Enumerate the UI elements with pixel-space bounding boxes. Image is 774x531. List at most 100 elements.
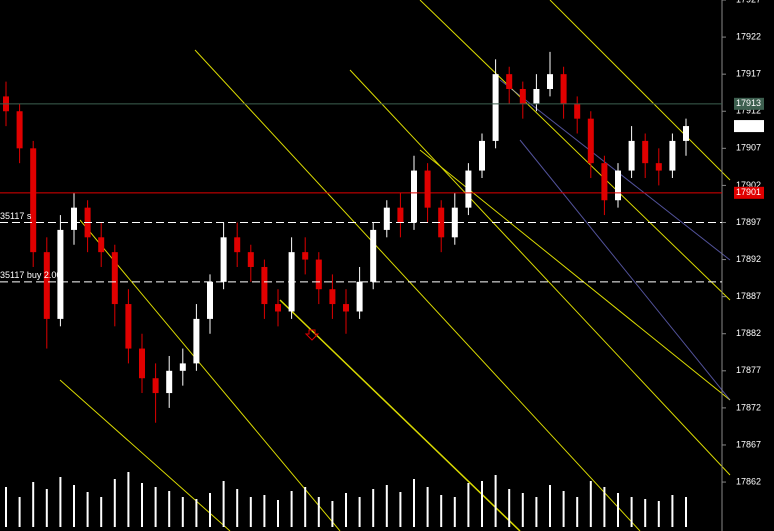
candle-body xyxy=(642,140,649,164)
y-tick-label: 17892 xyxy=(736,254,761,264)
volume-bar xyxy=(481,481,483,527)
volume-bar xyxy=(372,489,375,527)
candle-body xyxy=(383,207,390,230)
volume-bar xyxy=(181,497,184,527)
price-tag-label: 17913 xyxy=(736,98,761,108)
candle-body xyxy=(329,289,336,305)
volume-bar xyxy=(467,483,470,527)
volume-bar xyxy=(331,501,334,527)
trend-line xyxy=(79,219,341,531)
volume-bar xyxy=(589,481,592,527)
channel-lines xyxy=(499,79,731,401)
level-label: 35117 s xyxy=(0,211,32,221)
candle-body xyxy=(234,237,241,253)
trend-line xyxy=(349,69,731,476)
candle-body xyxy=(356,281,363,312)
candle-body xyxy=(315,259,322,290)
candle-body xyxy=(179,363,186,371)
candle-body xyxy=(152,378,159,394)
trend-lines xyxy=(59,0,731,531)
candle-body xyxy=(411,170,417,223)
volume-bar xyxy=(549,485,551,527)
volume-bar xyxy=(263,495,266,527)
y-tick-label: 17877 xyxy=(736,365,761,375)
volume-bar xyxy=(521,493,524,527)
candle-body xyxy=(655,163,662,171)
level-label: 35117 buy 2.00 xyxy=(0,270,61,280)
price-tag xyxy=(734,186,764,199)
volume-bar xyxy=(32,482,35,527)
volume-bar xyxy=(45,489,48,527)
candle-body xyxy=(601,163,608,201)
candle-body xyxy=(479,140,485,171)
volume-bar xyxy=(317,497,320,527)
candle-body xyxy=(669,140,676,171)
volume-bar xyxy=(18,497,21,527)
candle-body xyxy=(519,88,526,104)
candle-body xyxy=(166,370,173,394)
volume-bar xyxy=(277,500,279,527)
volume-bar xyxy=(440,495,443,527)
volume-bar xyxy=(59,477,62,527)
candle-body xyxy=(43,252,50,319)
volume-bar xyxy=(603,487,606,527)
trend-line xyxy=(279,299,521,531)
volume-bar xyxy=(671,495,674,527)
candle-body xyxy=(30,148,37,253)
candle-body xyxy=(683,126,689,141)
candle-body xyxy=(533,88,540,104)
volume-bar xyxy=(100,497,103,527)
candle-body xyxy=(193,318,200,364)
candle-body xyxy=(547,74,553,89)
trend-line xyxy=(549,0,731,181)
volume-bar xyxy=(453,497,456,527)
volume-bar xyxy=(617,493,619,527)
candle-body xyxy=(492,74,499,141)
volume-bar xyxy=(508,489,511,527)
trend-line xyxy=(59,379,231,531)
candle-body xyxy=(438,207,445,238)
volume-bar xyxy=(127,472,130,527)
y-tick-label: 17887 xyxy=(736,291,761,301)
volume-bar xyxy=(73,485,75,527)
y-tick-label: 17867 xyxy=(736,439,761,449)
y-tick-label: 17902 xyxy=(736,180,761,190)
volume-bar xyxy=(630,497,633,527)
channel-line xyxy=(499,79,731,261)
candle-body xyxy=(98,237,105,253)
channel-line xyxy=(519,139,731,401)
candle-body xyxy=(302,252,309,260)
volume-bar xyxy=(413,479,415,527)
candle-body xyxy=(560,74,567,104)
volume-bar xyxy=(576,497,579,527)
candle-body xyxy=(424,170,431,208)
volume-bar xyxy=(358,497,361,527)
volume-bar xyxy=(685,497,687,527)
candle-body xyxy=(506,74,513,89)
trend-line xyxy=(419,0,731,301)
candle-body xyxy=(125,304,132,349)
candle-body xyxy=(370,229,377,282)
price-tag xyxy=(734,120,764,133)
volume-bar xyxy=(304,487,307,527)
volume-bar xyxy=(168,491,171,527)
volume-bar xyxy=(345,493,347,527)
candle-body xyxy=(343,304,349,312)
candle-body xyxy=(111,252,118,305)
y-tick-label: 17897 xyxy=(736,217,761,227)
volume-bar xyxy=(113,479,116,527)
volume-bar xyxy=(249,497,252,527)
volume-bar xyxy=(399,492,402,527)
y-tick-label: 17882 xyxy=(736,328,761,338)
y-tick-label: 17912 xyxy=(736,106,761,116)
candle-body xyxy=(57,229,64,319)
candle-body xyxy=(465,170,472,208)
candle-body xyxy=(16,111,23,149)
candle-body xyxy=(261,266,268,305)
y-tick-label: 17907 xyxy=(736,143,761,153)
candle-body xyxy=(207,281,213,319)
price-tag-label: 17910 xyxy=(736,120,761,130)
volume-bar xyxy=(426,487,429,527)
candle-body xyxy=(615,170,621,201)
